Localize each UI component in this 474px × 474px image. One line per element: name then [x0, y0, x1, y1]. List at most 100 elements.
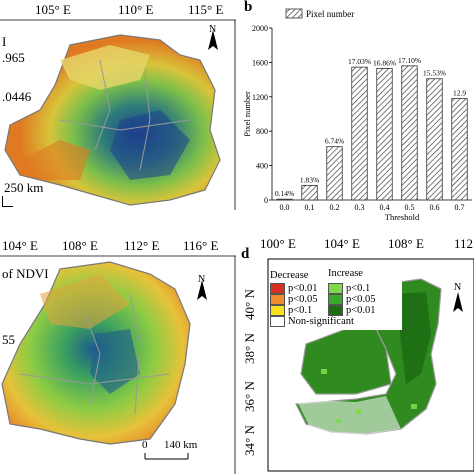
bar — [401, 65, 418, 201]
lon-label: 115° E — [188, 2, 224, 17]
lon-label: 116° E — [183, 238, 219, 253]
swatch — [328, 305, 343, 317]
legend-item-label: p<0.01 — [346, 305, 376, 317]
lon-label: 104° E — [324, 236, 360, 251]
panel-b-chart: b 0 400 800 1200 1600 2000 0.0 0.1 0.2 0.3 0.4 0.5 0… — [236, 0, 474, 234]
north-arrow-icon — [208, 30, 218, 50]
panel-letter: d — [241, 246, 250, 262]
lon-label: 112 — [454, 236, 474, 251]
scale-label: 140 km — [164, 439, 198, 451]
scale-label: 250 km — [4, 180, 44, 195]
x-tick-label: 0.6 — [430, 203, 440, 212]
legend-item: p<0.01 — [328, 305, 376, 317]
scale-bar — [2, 196, 13, 207]
lon-label: 105° E — [35, 2, 71, 17]
data-label: 17.10% — [398, 56, 421, 65]
panel-a-map: 105° E 110° E 115° E N I .965 .0446 250 … — [0, 0, 236, 230]
panel-d-map: d 100° E 104° E 108° E 112 N 40° N 38° N… — [236, 234, 474, 474]
legend-partial: I — [2, 34, 7, 49]
legend-item-label: p<0.05 — [346, 294, 376, 306]
ndvi-map-c — [0, 255, 236, 474]
swatch — [270, 294, 285, 306]
y-axis-label: Pixel number — [242, 91, 252, 137]
north-label: N — [198, 274, 206, 285]
nonsig-label: Non-significant — [288, 316, 354, 328]
swatch — [328, 294, 343, 306]
y-tick-label: 400 — [256, 162, 268, 171]
y-tick-label: 0 — [264, 196, 268, 205]
bar — [326, 146, 343, 201]
lon-label: 108° E — [388, 236, 424, 251]
swatch — [328, 283, 343, 295]
x-tick-label: 0.0 — [280, 203, 290, 212]
legend-partial: .965 — [2, 50, 25, 65]
chart-legend: Pixel number — [285, 8, 354, 19]
legend-label: Pixel number — [306, 9, 354, 19]
pixel-number-bar-chart: 0 400 800 1200 1600 2000 0.0 0.1 0.2 0.3 0.4 0.5 0.6… — [242, 8, 472, 222]
x-tick-label: 0.3 — [355, 203, 365, 212]
bar — [301, 184, 318, 201]
swatch — [270, 305, 285, 317]
bar — [351, 66, 368, 201]
bar — [451, 98, 468, 201]
x-tick-label: 0.1 — [305, 203, 315, 212]
data-label: 17.03% — [348, 57, 371, 66]
data-label: 6.74% — [325, 137, 344, 146]
swatch — [270, 316, 285, 328]
panel-letter: b — [244, 0, 253, 15]
lat-label: 40° N — [242, 289, 257, 320]
data-label: 15.53% — [423, 69, 446, 78]
y-tick-label: 1600 — [252, 58, 268, 67]
legend-item-label: p<0.1 — [346, 283, 371, 294]
legend-item: p<0.05 — [328, 294, 376, 306]
north-arrow-icon — [453, 292, 463, 312]
scale-label: 0 — [142, 439, 148, 451]
legend-item: p<0.1 — [270, 305, 354, 317]
decrease-items: p<0.01 p<0.05 p<0.1 Non-significant — [270, 283, 354, 328]
lon-label: 110° E — [118, 2, 154, 17]
x-tick-label: 0.5 — [405, 203, 415, 212]
increase-title: Increase — [328, 268, 363, 279]
significance-legend: Decrease Increase p<0.01 p<0.05 p<0.1 No… — [270, 268, 402, 330]
data-label: 16.86% — [373, 58, 396, 67]
north-label: N — [209, 24, 217, 35]
lon-label: 108° E — [62, 238, 98, 253]
bar — [376, 68, 393, 201]
data-label: 12.9 — [453, 89, 466, 98]
north-label: N — [454, 282, 462, 293]
legend-item: p<0.1 — [328, 283, 376, 295]
data-label: 1.83% — [300, 175, 319, 184]
bar — [276, 198, 293, 201]
x-tick-label: 0.4 — [380, 203, 390, 212]
legend-item: p<0.05 — [270, 294, 354, 306]
legend-partial: .0446 — [2, 89, 32, 104]
bar — [426, 78, 443, 201]
legend-item-label: p<0.1 — [288, 305, 313, 317]
ndvi-trend-map-a — [0, 19, 236, 210]
lon-label: 104° E — [2, 238, 38, 253]
lat-label: 34° N — [242, 425, 257, 456]
legend-item-label: p<0.05 — [288, 294, 318, 306]
significance-map-d — [267, 258, 474, 472]
panel-c-map: 104° E 108° E 112° E 116° E N of NDVI 55… — [0, 234, 236, 474]
y-tick-label: 2000 — [252, 24, 268, 33]
north-arrow-icon — [197, 280, 207, 300]
lon-label: 112° E — [124, 238, 160, 253]
x-axis-label: Threshold — [385, 212, 420, 222]
lat-label: 36° N — [242, 381, 257, 412]
y-tick-label: 800 — [256, 127, 268, 136]
x-tick-label: 0.7 — [455, 203, 465, 212]
y-tick-label: 1200 — [252, 93, 268, 102]
increase-items: p<0.1 p<0.05 p<0.01 — [328, 283, 376, 317]
legend-item: Non-significant — [270, 316, 354, 328]
lon-label: 100° E — [260, 236, 296, 251]
data-label: 0.14% — [275, 189, 294, 198]
legend-item: p<0.01 — [270, 283, 354, 295]
lat-label: 38° N — [242, 333, 257, 364]
x-tick-label: 0.2 — [330, 203, 340, 212]
swatch — [270, 283, 285, 295]
decrease-title: Decrease — [270, 270, 309, 281]
legend-item-label: p<0.01 — [288, 283, 318, 294]
legend-partial: 55 — [2, 332, 15, 347]
legend-partial: of NDVI — [2, 266, 49, 281]
